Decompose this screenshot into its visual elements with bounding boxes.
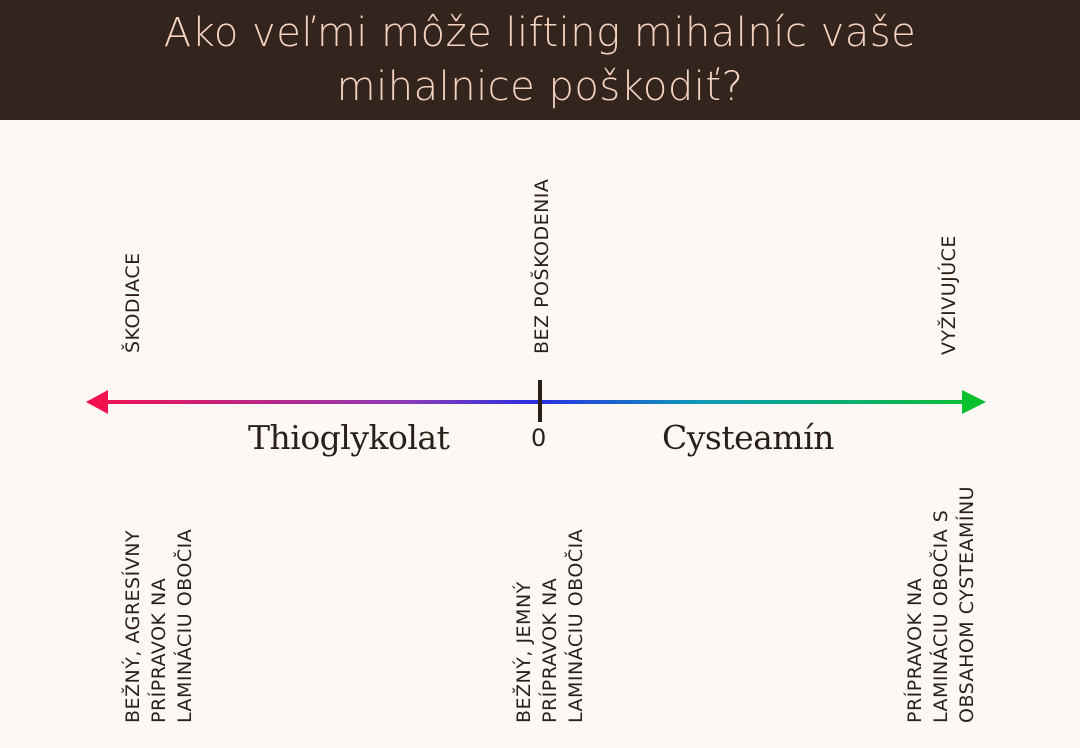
bottom-label-cysteamine-line-2: LAMINÁCIU OBOČIA S xyxy=(930,509,952,723)
bottom-label-aggressive-line-1: BEŽNÝ, AGRESÍVNY xyxy=(122,529,144,723)
arrow-right-head xyxy=(962,390,986,414)
axis-label-zero: 0 xyxy=(531,424,547,452)
bottom-label-gentle-line-1: BEŽNÝ, JEMNÝ xyxy=(513,581,535,723)
bottom-label-cysteamine-line-3: OBSAHOM CYSTEAMÍNU xyxy=(956,485,978,723)
axis-label-cysteamin: Cysteamín xyxy=(662,418,834,457)
axis-line xyxy=(104,400,966,404)
bottom-label-gentle-line-2: PRÍPRAVOK NA xyxy=(539,577,561,723)
bottom-label-gentle: BEŽNÝ, JEMNÝ PRÍPRAVOK NA LAMINÁCIU OBOČ… xyxy=(511,490,589,723)
bottom-label-aggressive-line-3: LAMINÁCIU OBOČIA xyxy=(174,528,196,723)
bottom-label-cysteamine-line-1: PRÍPRAVOK NA xyxy=(904,577,926,723)
zero-tick xyxy=(538,380,542,422)
page-header: Ako veľmi môže lifting mihalníc vaše mih… xyxy=(0,0,1080,120)
page-title-line-1: Ako veľmi môže lifting mihalníc vaše xyxy=(163,10,917,56)
page-title-line-2: mihalnice poškodiť? xyxy=(336,64,744,110)
arrow-left-head xyxy=(86,390,108,414)
bottom-label-gentle-line-3: LAMINÁCIU OBOČIA xyxy=(565,528,587,723)
axis-label-thioglykolat: Thioglykolat xyxy=(248,418,450,457)
bottom-label-aggressive-line-2: PRÍPRAVOK NA xyxy=(148,577,170,723)
bottom-label-cysteamine: PRÍPRAVOK NA LAMINÁCIU OBOČIA S OBSAHOM … xyxy=(902,444,980,723)
bottom-label-aggressive: BEŽNÝ, AGRESÍVNY PRÍPRAVOK NA LAMINÁCIU … xyxy=(120,490,198,723)
